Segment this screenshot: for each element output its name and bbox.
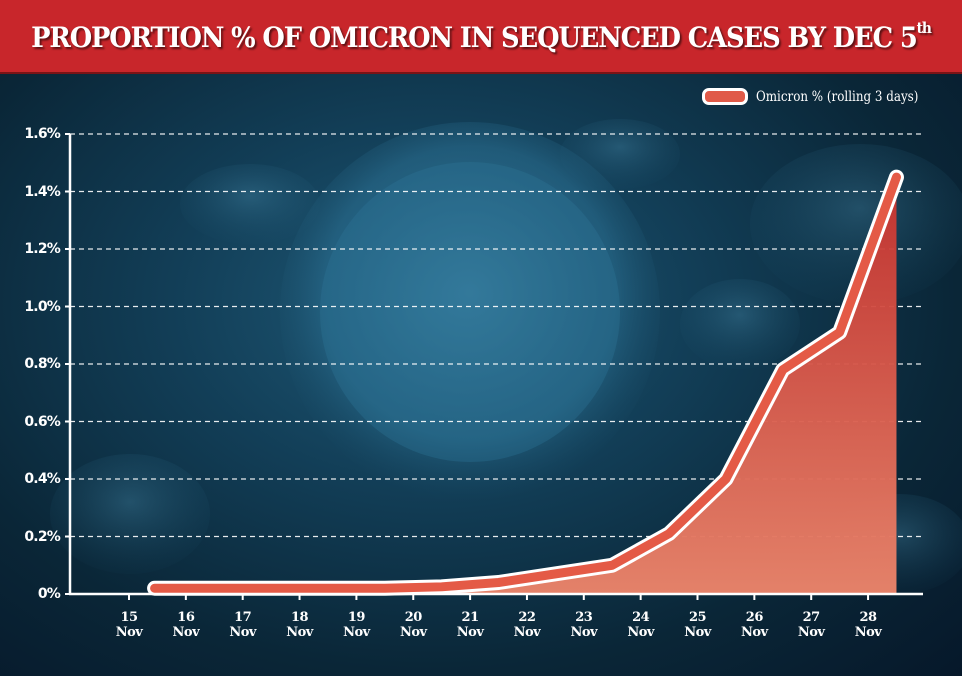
series-line	[150, 172, 901, 593]
x-tick-month: Nov	[627, 625, 654, 640]
virus-shape	[280, 122, 660, 502]
virus-core	[320, 162, 620, 462]
x-tick-day: 20	[404, 610, 423, 625]
y-tick-label: 1.0%	[24, 298, 60, 315]
x-tick-day: 19	[347, 610, 366, 625]
x-tick-label: 21 Nov	[445, 610, 495, 640]
x-tick-month: Nov	[570, 625, 598, 640]
chart-title-text: PROPORTION % OF OMICRON IN SEQUENCED CAS…	[31, 20, 918, 54]
x-tick-month: Nov	[343, 625, 370, 640]
x-tick-day: 16	[177, 610, 195, 625]
x-tick-day: 24	[632, 610, 650, 625]
y-tick-label: 0.8%	[24, 356, 60, 372]
x-tick-label: 27 Nov	[786, 610, 836, 640]
x-tick-day: 23	[575, 610, 593, 625]
x-tick-month: Nov	[854, 625, 882, 640]
x-tick-label: 19 Nov	[331, 610, 381, 640]
blood-cell-shape	[750, 144, 962, 304]
x-tick-month: Nov	[513, 625, 541, 640]
chart-title: PROPORTION % OF OMICRON IN SEQUENCED CAS…	[31, 18, 932, 54]
x-tick-label: 22 Nov	[502, 610, 552, 640]
x-tick-day: 22	[518, 610, 536, 625]
x-tick-day: 25	[688, 610, 707, 625]
y-tick-label: 1.6%	[24, 126, 60, 142]
x-tick-month: Nov	[115, 625, 143, 640]
chart-title-superscript: th	[916, 18, 932, 37]
y-tick-label: 1.4%	[24, 183, 60, 200]
x-tick-label: 28 Nov	[843, 610, 893, 640]
legend-swatch	[702, 88, 748, 105]
x-tick-month: Nov	[172, 625, 200, 640]
blood-cell-shape	[680, 279, 800, 369]
legend: Omicron % (rolling 3 days)	[702, 88, 947, 105]
x-tick-label: 17 Nov	[218, 610, 268, 640]
x-tick-month: Nov	[229, 625, 256, 640]
title-bar: PROPORTION % OF OMICRON IN SEQUENCED CAS…	[0, 0, 962, 74]
line-layer	[147, 169, 904, 596]
x-tick-month: Nov	[399, 625, 427, 640]
x-tick-label: 23 Nov	[559, 610, 609, 640]
x-tick-day: 28	[859, 610, 878, 625]
x-tick-month: Nov	[797, 625, 825, 640]
x-tick-month: Nov	[741, 625, 768, 640]
blood-cell-shape	[180, 164, 320, 244]
area-layer	[154, 177, 897, 593]
x-tick-month: Nov	[684, 625, 711, 640]
x-tick-day: 17	[234, 610, 252, 625]
x-tick-label: 24 Nov	[616, 610, 666, 640]
gridlines	[70, 133, 922, 538]
legend-label: Omicron % (rolling 3 days)	[756, 88, 919, 105]
x-tick-day: 18	[291, 610, 309, 625]
x-tick-label: 25 Nov	[673, 610, 723, 640]
x-tick-month: Nov	[456, 625, 484, 640]
y-tick-label: 0.4%	[24, 471, 60, 487]
x-tick-day: 15	[120, 610, 138, 625]
blood-cell-shape	[50, 454, 210, 574]
x-tick-month: Nov	[286, 625, 313, 640]
x-tick-label: 18 Nov	[275, 610, 325, 640]
x-tick-label: 16 Nov	[161, 610, 211, 640]
x-tick-label: 20 Nov	[388, 610, 438, 640]
x-tick-day: 21	[461, 610, 480, 625]
y-tick-label: 1.2%	[24, 241, 60, 257]
x-tick-label: 26 Nov	[729, 610, 779, 640]
series-area	[154, 177, 897, 593]
y-tick-label: 0%	[37, 586, 61, 602]
y-tick-label: 0.6%	[24, 413, 60, 430]
x-tick-label: 15 Nov	[104, 610, 154, 640]
x-tick-day: 27	[802, 610, 821, 625]
y-tick-label: 0.2%	[24, 528, 60, 545]
x-tick-day: 26	[745, 610, 764, 625]
